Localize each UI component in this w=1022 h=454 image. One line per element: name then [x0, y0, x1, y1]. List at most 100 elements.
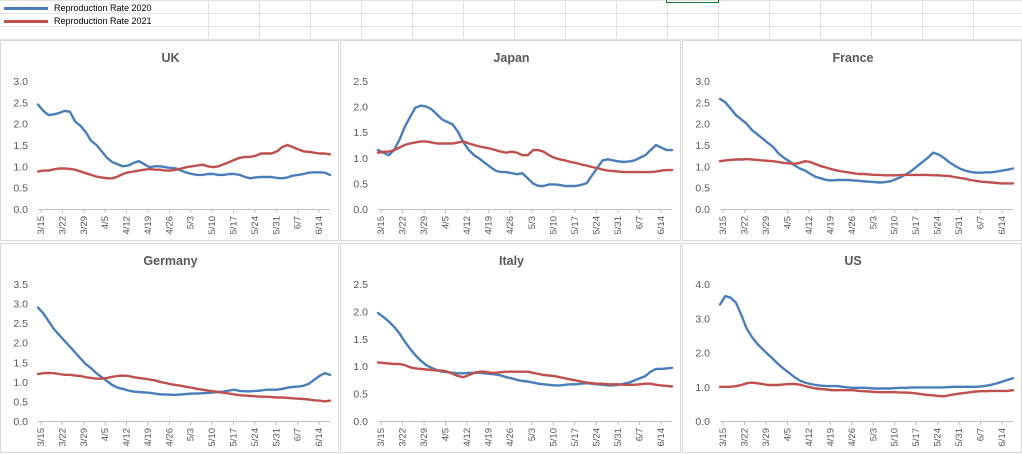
x-tick-label-uk-7: 5/3	[186, 216, 197, 229]
series-line-uk-2020	[36, 103, 332, 180]
x-tick-label-france-5: 4/19	[825, 216, 836, 235]
x-tick-label-italy-9: 5/17	[570, 428, 581, 447]
y-tick-label-uk-6: 3.0	[13, 76, 28, 88]
x-tick-label-france-6: 4/26	[847, 216, 858, 235]
legend-swatch-2020	[4, 6, 48, 10]
x-tick-label-germany-1: 3/22	[57, 428, 68, 447]
chart-svg-us: US 0.0 1.0 2.0 3.0 4.0 3/15 3/22 3/29 4/5 4/12 4/19…	[695, 254, 1015, 447]
x-tick-label-uk-5: 4/19	[143, 216, 154, 235]
chart-italy[interactable]: Italy 0.0 0.5 1.0 1.5 2.0 2.5 3/15 3/22 3/29 4/5 4/…	[340, 243, 681, 453]
x-tick-label-uk-9: 5/17	[229, 216, 240, 235]
x-tick-label-uk-6: 4/26	[164, 216, 175, 235]
y-tick-label-us-3: 3.0	[695, 313, 710, 325]
chart-title-germany: Germany	[143, 254, 197, 268]
chart-svg-japan: Japan 0.0 0.5 1.0 1.5 2.0 2.5 3/15 3/22 3/29 4/5 4/…	[353, 51, 674, 235]
series-line-italy-2021	[376, 361, 674, 388]
x-tick-label-italy-1: 3/22	[398, 428, 409, 447]
x-tick-label-france-7: 5/3	[868, 216, 879, 229]
legend-item-2020: Reproduction Rate 2020	[4, 2, 152, 14]
x-tick-label-uk-4: 4/12	[122, 216, 133, 235]
y-tick-label-uk-3: 1.5	[13, 140, 28, 152]
chart-title-france: France	[833, 51, 874, 65]
x-tick-label-japan-5: 4/19	[484, 216, 495, 235]
x-tick-label-japan-10: 5/24	[591, 216, 602, 235]
y-tick-label-japan-4: 2.0	[353, 102, 368, 114]
series-line-japan-2021	[376, 140, 674, 174]
legend-label-2021: Reproduction Rate 2021	[54, 16, 152, 26]
y-tick-label-france-4: 2.0	[695, 119, 710, 131]
x-tick-label-japan-3: 4/5	[441, 216, 452, 229]
x-tick-label-germany-3: 4/5	[100, 428, 111, 441]
x-tick-label-uk-8: 5/10	[207, 216, 218, 235]
y-tick-label-germany-4: 2.0	[13, 338, 28, 350]
y-tick-label-uk-1: 0.5	[13, 183, 28, 195]
series-line-japan-2020	[376, 104, 674, 188]
x-tick-label-italy-8: 5/10	[548, 428, 559, 447]
x-tick-label-germany-7: 5/3	[186, 428, 197, 441]
x-tick-label-us-5: 4/19	[825, 428, 836, 447]
y-tick-label-italy-0: 0.0	[353, 416, 368, 428]
y-tick-label-italy-4: 2.0	[353, 306, 368, 318]
x-tick-label-italy-5: 4/19	[484, 428, 495, 447]
x-tick-label-germany-9: 5/17	[229, 428, 240, 447]
chart-svg-uk: UK 0.0 0.5 1.0 1.5 2.0 2.5 3.0 3/15 3/22 3/29 4/5 4/…	[13, 51, 332, 235]
chart-title-italy: Italy	[499, 254, 524, 268]
x-tick-label-us-4: 4/12	[804, 428, 815, 447]
chart-germany[interactable]: Germany 0.0 0.5 1.0 1.5 2.0 2.5 3.0 3.5 3/15 3/22 3…	[0, 243, 339, 453]
x-tick-label-italy-13: 6/14	[656, 428, 667, 447]
legend-swatch-2021	[4, 19, 48, 23]
y-tick-label-germany-2: 1.0	[13, 377, 28, 389]
y-tick-label-france-1: 0.5	[695, 183, 710, 195]
y-tick-label-germany-3: 1.5	[13, 357, 28, 369]
x-tick-label-us-2: 3/29	[761, 428, 772, 447]
x-tick-label-italy-6: 4/26	[505, 428, 516, 447]
x-tick-label-germany-12: 6/7	[293, 428, 304, 441]
x-tick-label-us-0: 3/15	[718, 428, 729, 447]
x-tick-label-italy-11: 5/31	[613, 428, 624, 447]
x-tick-label-france-13: 6/14	[997, 216, 1008, 235]
y-tick-label-france-3: 1.5	[695, 140, 710, 152]
y-tick-label-germany-6: 3.0	[13, 299, 28, 311]
x-tick-label-japan-13: 6/14	[656, 216, 667, 235]
y-tick-label-germany-7: 3.5	[13, 279, 28, 291]
y-tick-label-uk-0: 0.0	[13, 204, 28, 216]
chart-france[interactable]: France 0.0 0.5 1.0 1.5 2.0 2.5 3.0 3/15 3/22 3/29 4…	[682, 40, 1022, 241]
series-line-germany-2021	[36, 371, 332, 403]
x-tick-label-germany-10: 5/24	[250, 428, 261, 447]
y-tick-label-us-1: 1.0	[695, 382, 710, 394]
chart-uk[interactable]: UK 0.0 0.5 1.0 1.5 2.0 2.5 3.0 3/15 3/22 3/29 4/5 4/…	[0, 40, 339, 241]
x-tick-label-italy-3: 4/5	[441, 428, 452, 441]
chart-svg-france: France 0.0 0.5 1.0 1.5 2.0 2.5 3.0 3/15 3/22 3/29 4…	[695, 51, 1015, 235]
chart-us[interactable]: US 0.0 1.0 2.0 3.0 4.0 3/15 3/22 3/29 4/5 4/12 4/19…	[682, 243, 1022, 453]
x-tick-label-us-13: 6/14	[997, 428, 1008, 447]
x-tick-label-italy-0: 3/15	[376, 428, 387, 447]
series-line-us-2021	[718, 381, 1015, 398]
x-tick-label-uk-12: 6/7	[293, 216, 304, 229]
x-tick-label-italy-4: 4/12	[462, 428, 473, 447]
legend-item-2021: Reproduction Rate 2021	[4, 15, 152, 27]
x-tick-label-italy-7: 5/3	[527, 428, 538, 441]
selected-cell[interactable]	[666, 0, 719, 3]
series-line-italy-2020	[376, 311, 674, 387]
y-tick-label-japan-5: 2.5	[353, 76, 368, 88]
x-tick-label-italy-12: 6/7	[634, 428, 645, 441]
chart-japan[interactable]: Japan 0.0 0.5 1.0 1.5 2.0 2.5 3/15 3/22 3/29 4/5 4/…	[340, 40, 681, 241]
y-tick-label-uk-5: 2.5	[13, 97, 28, 109]
x-tick-label-germany-13: 6/14	[314, 428, 325, 447]
series-line-us-2020	[718, 294, 1015, 390]
y-tick-label-us-2: 2.0	[695, 348, 710, 360]
x-tick-label-japan-12: 6/7	[634, 216, 645, 229]
y-tick-label-france-5: 2.5	[695, 97, 710, 109]
x-tick-label-japan-6: 4/26	[505, 216, 516, 235]
y-tick-label-japan-0: 0.0	[353, 204, 368, 216]
y-tick-label-japan-2: 1.0	[353, 153, 368, 165]
y-tick-label-japan-3: 1.5	[353, 127, 368, 139]
x-tick-label-france-1: 3/22	[739, 216, 750, 235]
chart-title-japan: Japan	[493, 51, 529, 65]
x-tick-label-germany-8: 5/10	[207, 428, 218, 447]
x-tick-label-us-1: 3/22	[739, 428, 750, 447]
y-tick-label-france-2: 1.0	[695, 161, 710, 173]
x-tick-label-uk-3: 4/5	[100, 216, 111, 229]
x-tick-label-japan-11: 5/31	[613, 216, 624, 235]
